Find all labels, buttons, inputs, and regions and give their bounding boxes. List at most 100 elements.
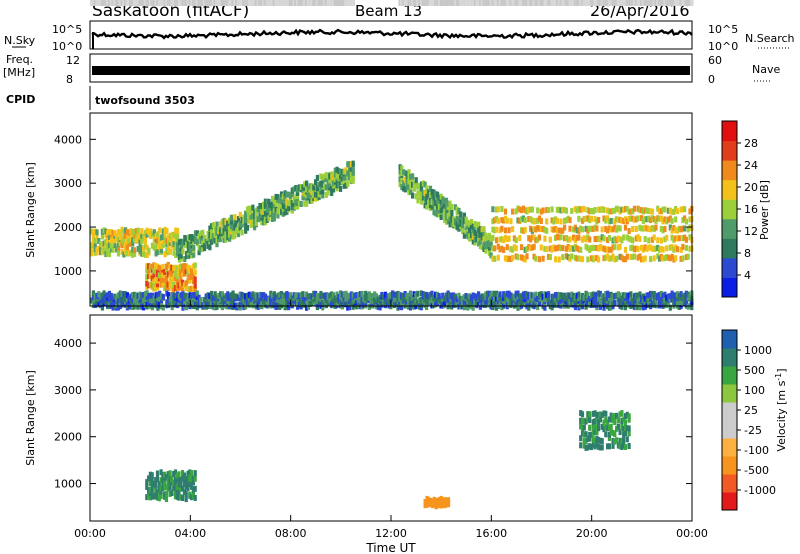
- echo-cell: [342, 0, 346, 6]
- echo-cell: [267, 215, 271, 222]
- echo-cell: [666, 0, 671, 6]
- echo-cell: [518, 235, 522, 242]
- echo-cell: [615, 437, 619, 444]
- echo-cell: [116, 250, 121, 257]
- echo-cell: [208, 225, 212, 232]
- echo-cell: [173, 488, 178, 495]
- echo-cell: [527, 0, 531, 6]
- echo-cell: [434, 210, 438, 217]
- echo-cell: [477, 291, 481, 298]
- echo-cell: [554, 216, 558, 223]
- echo-cell: [595, 296, 599, 303]
- echo-cell: [580, 236, 585, 243]
- echo-cell: [159, 268, 163, 275]
- echo-cell: [263, 216, 267, 223]
- echo-cell: [552, 293, 556, 300]
- echo-cell: [647, 0, 651, 6]
- echo-cell: [229, 233, 233, 240]
- echo-cell: [150, 292, 155, 299]
- echo-cell: [460, 295, 465, 302]
- echo-cell: [150, 231, 155, 238]
- echo-cell: [511, 254, 515, 261]
- echo-cell: [150, 477, 154, 484]
- echo-cell: [627, 235, 631, 242]
- echo-cell: [166, 485, 170, 492]
- echo-cell: [208, 0, 212, 6]
- echo-cell: [597, 206, 601, 213]
- echo-cell: [228, 300, 232, 307]
- echo-cell: [478, 303, 482, 310]
- echo-cell: [281, 193, 285, 200]
- echo-cell: [478, 300, 482, 307]
- echo-cell: [674, 0, 678, 6]
- echo-cell: [593, 292, 597, 299]
- echo-cell: [154, 482, 158, 489]
- echo-cell: [224, 0, 228, 6]
- echo-cell: [143, 251, 147, 258]
- echo-cell: [104, 228, 108, 235]
- echo-cell: [591, 423, 595, 430]
- echo-cell: [649, 0, 653, 6]
- echo-cell: [183, 0, 187, 6]
- echo-cell: [173, 275, 178, 282]
- echo-cell: [593, 255, 597, 261]
- echo-cell: [609, 0, 613, 6]
- echo-cell: [618, 443, 622, 450]
- echo-cell: [595, 225, 599, 232]
- echo-cell: [591, 441, 595, 448]
- echo-cell: [493, 255, 497, 262]
- echo-cell: [398, 164, 402, 171]
- echo-cell: [339, 175, 343, 182]
- echo-cell: [97, 0, 101, 6]
- echo-cell: [469, 223, 474, 229]
- echo-cell: [595, 425, 599, 431]
- echo-cell: [383, 295, 387, 302]
- echo-cell: [471, 238, 475, 245]
- echo-cell: [602, 419, 606, 426]
- echo-cell: [595, 255, 599, 262]
- echo-cell: [308, 300, 312, 307]
- echo-cell: [411, 173, 415, 180]
- echo-cell: [507, 255, 511, 262]
- echo-cell: [616, 0, 620, 6]
- echo-cell: [93, 296, 97, 303]
- echo-cell: [425, 304, 429, 311]
- echo-cell: [536, 236, 540, 243]
- echo-cell: [529, 206, 533, 213]
- echo-cell: [303, 181, 307, 188]
- echo-cell: [303, 200, 307, 207]
- echo-cell: [645, 207, 649, 214]
- echo-cell: [202, 301, 207, 308]
- echo-cell: [478, 226, 482, 232]
- echo-cell: [548, 300, 552, 306]
- echo-cell: [584, 297, 588, 304]
- echo-cell: [566, 254, 570, 261]
- echo-cell: [631, 237, 635, 244]
- echo-cell: [629, 295, 633, 302]
- echo-cell: [274, 206, 278, 212]
- echo-cell: [593, 216, 597, 223]
- echo-cell: [186, 479, 190, 486]
- echo-cell: [427, 496, 431, 503]
- echo-cell: [627, 292, 631, 299]
- echo-cell: [487, 290, 491, 297]
- echo-cell: [131, 229, 135, 236]
- echo-cell: [315, 185, 319, 192]
- echo-cell: [328, 181, 332, 188]
- echo-cell: [629, 215, 633, 222]
- echo-cell: [629, 0, 633, 6]
- echo-cell: [253, 0, 257, 6]
- echo-cell: [661, 0, 665, 6]
- echo-cell: [245, 292, 250, 299]
- echo-cell: [554, 234, 558, 241]
- echo-cell: [591, 301, 595, 307]
- echo-cell: [400, 176, 404, 183]
- echo-cell: [579, 246, 583, 253]
- echo-cell: [521, 255, 525, 262]
- echo-cell: [443, 299, 447, 306]
- echo-cell: [566, 0, 570, 6]
- echo-cell: [142, 251, 146, 257]
- echo-cell: [220, 291, 224, 298]
- echo-cell: [627, 228, 631, 234]
- echo-cell: [568, 0, 572, 6]
